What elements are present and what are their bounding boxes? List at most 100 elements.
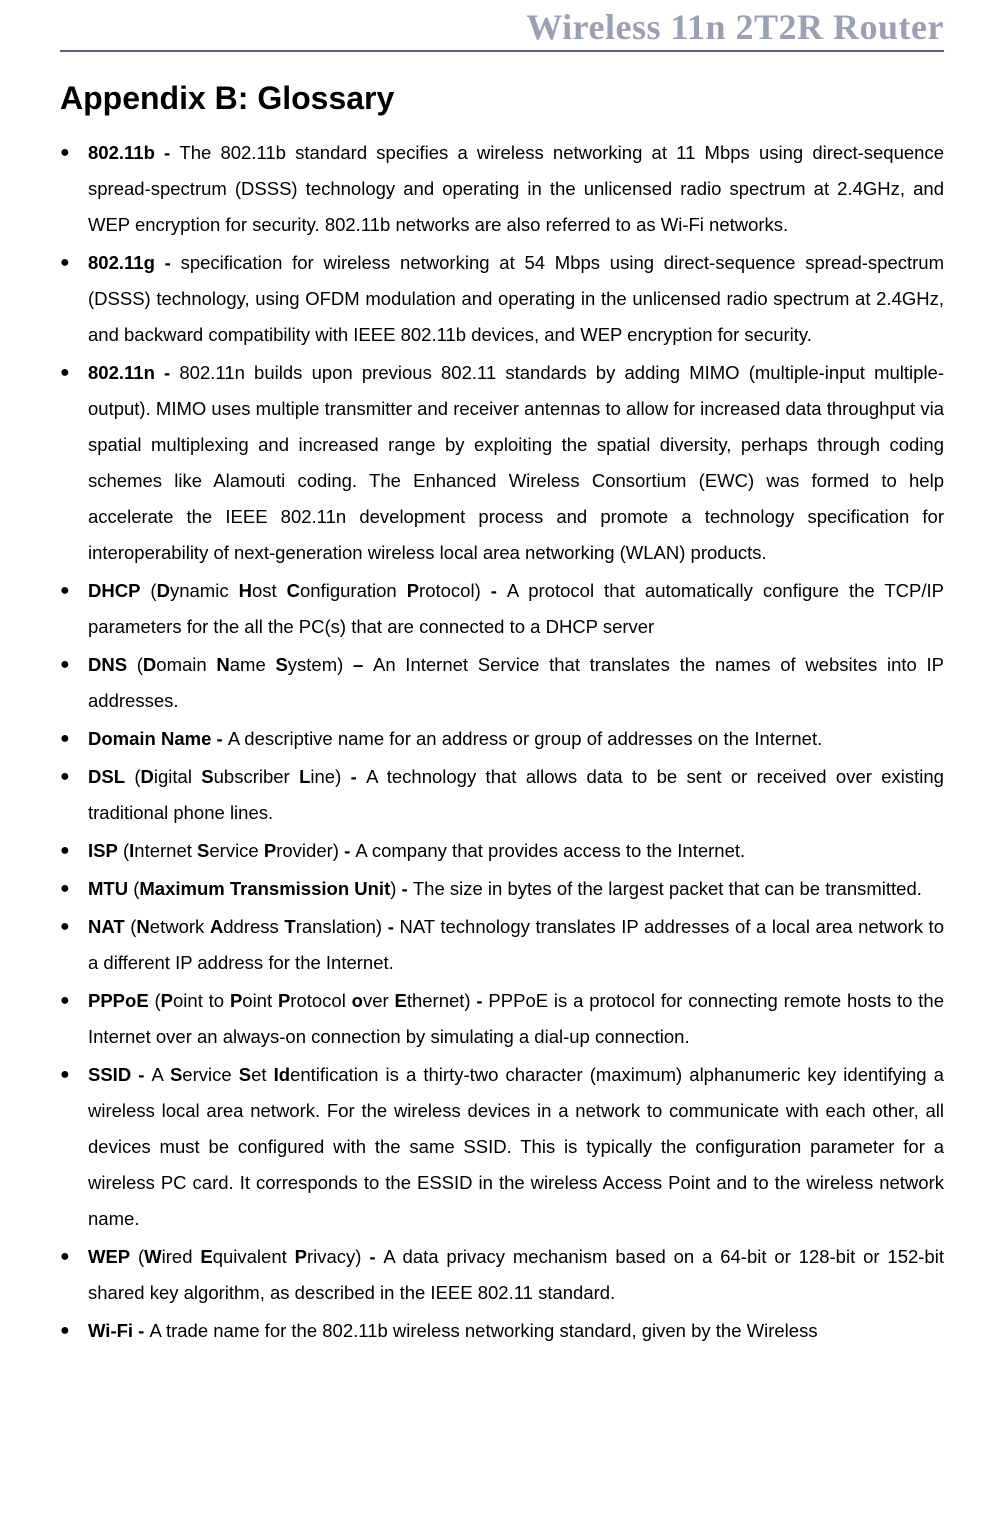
acronym-letter: S	[170, 1064, 182, 1085]
term: 802.11g	[88, 252, 155, 273]
term: 802.11b	[88, 142, 155, 163]
dash: -	[155, 362, 180, 383]
desc: The size in bytes of the largest packet …	[413, 878, 922, 899]
paren-open: (	[130, 1246, 144, 1267]
acronym-letter: E	[200, 1246, 212, 1267]
term: DSL	[88, 766, 125, 787]
glossary-list: 802.11b - The 802.11b standard specifies…	[60, 135, 944, 1349]
paren-open: (	[140, 580, 156, 601]
acronym-letter: Id	[274, 1064, 290, 1085]
acronym-letter: P	[295, 1246, 307, 1267]
document-page: Wireless 11n 2T2R Router Appendix B: Glo…	[0, 0, 1004, 1528]
desc: A company that provides access to the In…	[355, 840, 745, 861]
acronym-letter: S	[275, 654, 287, 675]
acronym-letter: L	[299, 766, 310, 787]
acronym-letter: H	[239, 580, 252, 601]
term: Domain Name	[88, 728, 211, 749]
paren-open: (	[127, 654, 143, 675]
desc: entification is a thirty-two character (…	[88, 1064, 944, 1229]
acronym-rest: ired	[162, 1246, 201, 1267]
acronym-rest: ddress	[223, 916, 284, 937]
acronym-letter: P	[230, 990, 242, 1011]
acronym-rest: ver	[363, 990, 395, 1011]
acronym-rest: rotocol)	[419, 580, 481, 601]
desc: 802.11n builds upon previous 802.11 stan…	[88, 362, 944, 563]
paren-open: (	[128, 878, 139, 899]
acronym-letter: N	[136, 916, 149, 937]
acronym-rest: oint to	[173, 990, 230, 1011]
term: DHCP	[88, 580, 140, 601]
acronym-letter: S	[197, 840, 209, 861]
dash: -	[396, 878, 412, 899]
dash: -	[382, 916, 399, 937]
dash: -	[155, 142, 180, 163]
desc: A descriptive name for an address or gro…	[228, 728, 822, 749]
acronym-rest: quivalent	[213, 1246, 295, 1267]
acronym-rest: ystem)	[288, 654, 344, 675]
dash: –	[343, 654, 373, 675]
acronym-letter: C	[287, 580, 300, 601]
acronym-rest: et	[251, 1064, 274, 1085]
acronym-letter: N	[216, 654, 229, 675]
acronym-letter: T	[284, 916, 295, 937]
dash: -	[133, 1320, 149, 1341]
glossary-item-dsl: DSL (Digital Subscriber Line) - A techno…	[88, 759, 944, 831]
acronym-rest: ranslation)	[296, 916, 382, 937]
dash: -	[481, 580, 507, 601]
paren-open: (	[125, 766, 141, 787]
ssid-lead: A	[152, 1064, 170, 1085]
glossary-item-ssid: SSID - A Service Set Identification is a…	[88, 1057, 944, 1237]
dash: -	[471, 990, 489, 1011]
acronym-rest: omain	[156, 654, 216, 675]
acronym-rest: onfiguration	[300, 580, 407, 601]
acronym-letter: S	[201, 766, 213, 787]
term: NAT	[88, 916, 125, 937]
acronym-letter: D	[141, 766, 154, 787]
acronym-rest: rotocol	[290, 990, 351, 1011]
term: 802.11n	[88, 362, 155, 383]
dash: -	[155, 252, 181, 273]
term: PPPoE	[88, 990, 149, 1011]
glossary-item-dns: DNS (Domain Name System) – An Internet S…	[88, 647, 944, 719]
acronym-letter: E	[394, 990, 406, 1011]
acronym-rest: rivacy)	[307, 1246, 361, 1267]
glossary-item-80211n: 802.11n - 802.11n builds upon previous 8…	[88, 355, 944, 571]
acronym-rest: ubscriber	[214, 766, 299, 787]
glossary-item-80211g: 802.11g - specification for wireless net…	[88, 245, 944, 353]
glossary-item-mtu: MTU (Maximum Transmission Unit) - The si…	[88, 871, 944, 907]
glossary-item-isp: ISP (Internet Service Provider) - A comp…	[88, 833, 944, 869]
acronym-rest: ervice	[182, 1064, 238, 1085]
acronym-rest: ost	[252, 580, 287, 601]
acronym-letter: W	[144, 1246, 161, 1267]
term: WEP	[88, 1246, 130, 1267]
acronym-letter: P	[278, 990, 290, 1011]
header-banner: Wireless 11n 2T2R Router	[60, 0, 944, 50]
glossary-item-nat: NAT (Network Address Translation) - NAT …	[88, 909, 944, 981]
term: DNS	[88, 654, 127, 675]
acronym-rest: rovider)	[276, 840, 339, 861]
acronym-rest: ynamic	[170, 580, 239, 601]
acronym-rest: igital	[154, 766, 201, 787]
glossary-item-wifi: Wi-Fi - A trade name for the 802.11b wir…	[88, 1313, 944, 1349]
acronym-rest: ervice	[209, 840, 264, 861]
page-title: Appendix B: Glossary	[60, 80, 944, 117]
dash: -	[339, 840, 355, 861]
expansion-full: Maximum Transmission Unit	[139, 878, 390, 899]
acronym-letter: S	[239, 1064, 251, 1085]
acronym-rest: oint	[242, 990, 278, 1011]
acronym-letter: P	[264, 840, 276, 861]
glossary-item-wep: WEP (Wired Equivalent Privacy) - A data …	[88, 1239, 944, 1311]
acronym-letter: P	[407, 580, 419, 601]
paren-open: (	[118, 840, 129, 861]
term: ISP	[88, 840, 118, 861]
dash: -	[131, 1064, 151, 1085]
header-rule	[60, 50, 944, 52]
acronym-rest: etwork	[150, 916, 210, 937]
acronym-letter: o	[352, 990, 363, 1011]
acronym-letter: D	[143, 654, 156, 675]
desc: The 802.11b standard specifies a wireles…	[88, 142, 944, 235]
dash: -	[361, 1246, 383, 1267]
desc: specification for wireless networking at…	[88, 252, 944, 345]
term: Wi-Fi	[88, 1320, 133, 1341]
term: MTU	[88, 878, 128, 899]
